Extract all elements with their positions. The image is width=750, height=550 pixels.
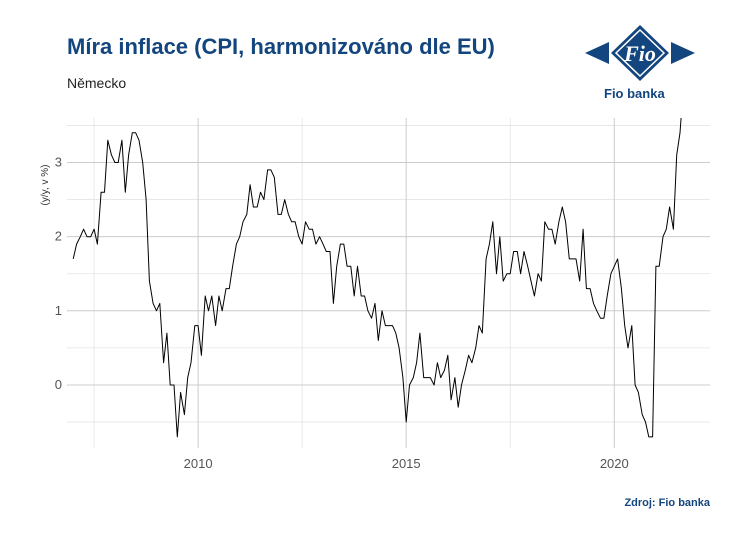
y-tick-label: 1 <box>55 303 62 318</box>
source-note: Zdroj: Fio banka <box>624 497 710 509</box>
fio-logo-icon: Fio <box>585 25 695 81</box>
x-tick-label: 2020 <box>600 456 629 471</box>
y-axis-label: (y/y, v %) <box>40 165 51 206</box>
y-tick-label: 3 <box>55 154 62 169</box>
y-tick-label: 2 <box>55 229 62 244</box>
x-tick-label: 2015 <box>392 456 421 471</box>
chart-title: Míra inflace (CPI, harmonizováno dle EU) <box>67 34 495 59</box>
y-tick-label: 0 <box>55 377 62 392</box>
series-line <box>72 118 682 438</box>
chart-subtitle: Německo <box>67 75 127 91</box>
logo-label: Fio banka <box>604 86 665 101</box>
logo-text: Fio <box>623 41 656 66</box>
x-tick-label: 2010 <box>184 456 213 471</box>
